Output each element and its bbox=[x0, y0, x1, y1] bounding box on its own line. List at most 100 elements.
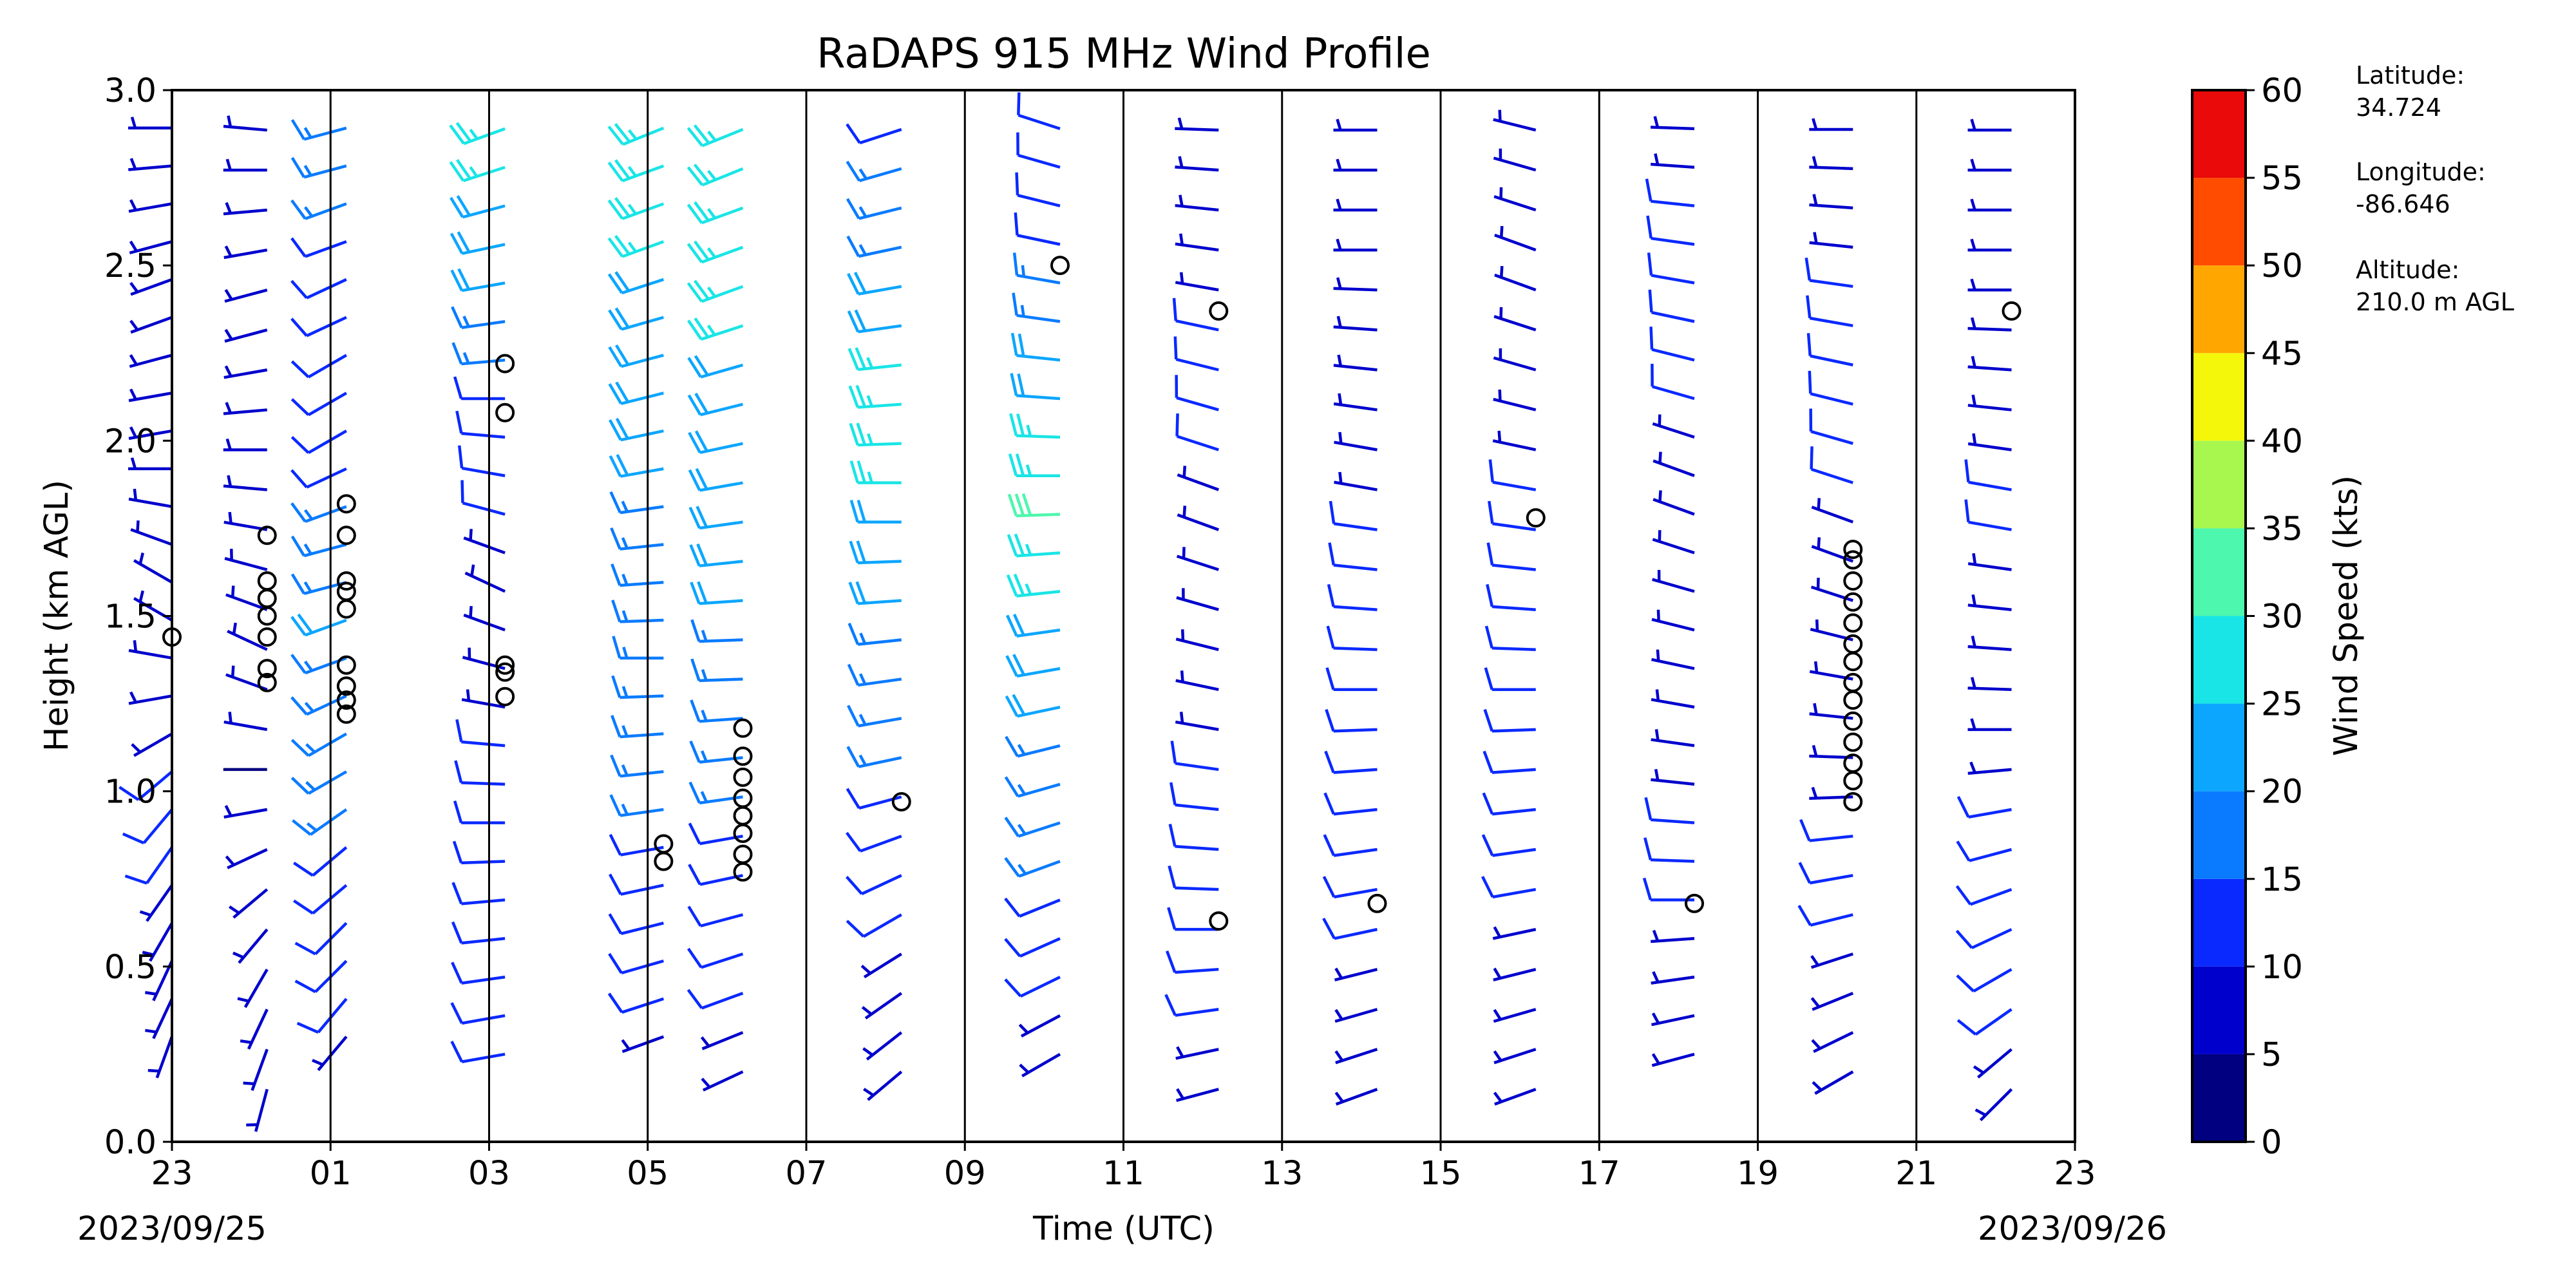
wind-barb-staff bbox=[1651, 738, 1695, 748]
wind-barb-staff bbox=[1967, 404, 2012, 412]
wind-barb bbox=[450, 194, 506, 219]
calm-marker bbox=[495, 687, 515, 706]
wind-barb-half-feather bbox=[1971, 594, 1977, 607]
wind-barb-half-feather bbox=[1336, 158, 1342, 171]
wind-barb-feather bbox=[118, 786, 140, 801]
wind-barb-staff bbox=[1494, 1088, 1537, 1106]
wind-barb bbox=[846, 913, 902, 938]
wind-barb-feather bbox=[611, 675, 621, 698]
wind-barb-staff bbox=[461, 698, 506, 709]
colorbar-label: Wind Speed (kts) bbox=[2327, 475, 2365, 756]
x-axis-ticks: 23 01 03 05 07 09 11 13 15 17 19 21 23 bbox=[151, 1142, 2096, 1193]
calm-marker bbox=[1843, 753, 1863, 773]
wind-barb-staff bbox=[1333, 768, 1378, 774]
wind-barb-staff bbox=[1651, 1052, 1695, 1067]
wind-barb-staff bbox=[463, 613, 506, 632]
wind-barb-staff bbox=[1175, 803, 1219, 811]
wind-barb-staff bbox=[1333, 287, 1378, 292]
wind-barb-feather bbox=[290, 398, 310, 416]
wind-barb-feather bbox=[608, 383, 623, 404]
wind-barb-half-feather bbox=[131, 743, 142, 753]
wind-barb bbox=[290, 535, 347, 558]
wind-barb bbox=[846, 160, 902, 182]
wind-barb bbox=[131, 732, 173, 757]
x-tick-label: 11 bbox=[1103, 1155, 1144, 1193]
wind-barb-feather bbox=[1170, 782, 1177, 806]
wind-barb-feather bbox=[451, 961, 463, 984]
wind-barb-staff bbox=[461, 1052, 506, 1063]
wind-barb-feather bbox=[1015, 453, 1025, 477]
wind-barb bbox=[290, 392, 347, 417]
wind-barb bbox=[224, 289, 268, 303]
wind-barb-feather bbox=[450, 1040, 464, 1063]
wind-barb bbox=[145, 960, 174, 1001]
wind-barb-half-feather bbox=[1338, 393, 1343, 405]
wind-barb-staff bbox=[305, 202, 347, 220]
wind-barb bbox=[1009, 413, 1061, 439]
wind-barb-staff bbox=[1016, 434, 1061, 439]
wind-barb bbox=[847, 705, 902, 728]
calm-marker bbox=[336, 704, 356, 724]
wind-barb-feather bbox=[694, 355, 709, 376]
calm-marker bbox=[257, 672, 277, 692]
wind-barb-staff bbox=[1176, 435, 1219, 451]
wind-barb bbox=[607, 159, 665, 182]
wind-barb bbox=[128, 691, 173, 705]
wind-barb-half-feather bbox=[469, 129, 478, 140]
wind-barb-staff bbox=[1967, 645, 2012, 652]
y-tick-label: 3.0 bbox=[104, 72, 156, 110]
wind-barb-staff bbox=[1493, 397, 1537, 412]
wind-barb bbox=[450, 1002, 506, 1025]
wind-barb-feather bbox=[1005, 695, 1019, 717]
wind-barb-staff bbox=[1019, 976, 1061, 998]
wind-barb-staff bbox=[1973, 968, 2012, 993]
wind-barb-staff bbox=[1333, 522, 1378, 531]
wind-barb-feather bbox=[292, 819, 312, 836]
wind-barb bbox=[1967, 553, 2012, 571]
wind-barb-half-feather bbox=[1812, 194, 1818, 206]
wind-barb-staff bbox=[862, 913, 902, 938]
wind-barb-half-feather bbox=[1812, 118, 1818, 130]
wind-barb bbox=[1967, 394, 2012, 412]
wind-barb-staff bbox=[224, 328, 268, 343]
wind-barb-half-feather bbox=[1025, 583, 1032, 596]
wind-barb-staff bbox=[1809, 874, 1853, 885]
wind-barb-staff bbox=[621, 316, 664, 331]
chart-title: RaDAPS 915 MHz Wind Profile bbox=[817, 30, 1431, 78]
colorbar bbox=[2192, 90, 2246, 1142]
wind-barb-half-feather bbox=[1498, 109, 1502, 122]
wind-barb-feather bbox=[614, 159, 630, 180]
wind-barb-half-feather bbox=[129, 354, 138, 366]
wind-barb-feather bbox=[1647, 252, 1653, 276]
wind-barb-staff bbox=[1016, 513, 1061, 518]
wind-barb bbox=[687, 905, 744, 928]
wind-barb-feather bbox=[1167, 907, 1177, 930]
wind-barb-feather bbox=[847, 705, 860, 727]
wind-barb-feather bbox=[694, 279, 710, 300]
wind-barb-half-feather bbox=[306, 822, 317, 832]
calm-marker bbox=[1843, 672, 1863, 692]
wind-barb bbox=[1010, 332, 1061, 362]
wind-barb-half-feather bbox=[862, 1047, 874, 1057]
wind-barb-staff bbox=[1969, 887, 2012, 906]
wind-barb-half-feather bbox=[1810, 954, 1819, 967]
wind-barb-feather bbox=[1021, 493, 1032, 516]
wind-barb-staff bbox=[1494, 273, 1537, 292]
wind-barb-half-feather bbox=[701, 629, 708, 642]
x-tick-label: 21 bbox=[1895, 1155, 1937, 1193]
wind-barb bbox=[145, 998, 174, 1039]
wind-barb-half-feather bbox=[1651, 1053, 1660, 1065]
wind-barb-half-feather bbox=[706, 247, 717, 258]
wind-barb bbox=[224, 549, 268, 571]
wind-barb-half-feather bbox=[866, 357, 874, 369]
wind-barb-staff bbox=[858, 167, 902, 182]
wind-barb-half-feather bbox=[232, 622, 237, 635]
wind-barb-feather bbox=[1012, 694, 1026, 715]
wind-barb-staff bbox=[463, 127, 506, 146]
wind-barb bbox=[1956, 796, 2012, 819]
wind-barb-feather bbox=[457, 231, 471, 253]
wind-barb bbox=[1333, 238, 1378, 252]
wind-barb-staff bbox=[1018, 113, 1061, 131]
wind-barb-half-feather bbox=[860, 964, 871, 975]
wind-barb-feather bbox=[290, 317, 308, 337]
